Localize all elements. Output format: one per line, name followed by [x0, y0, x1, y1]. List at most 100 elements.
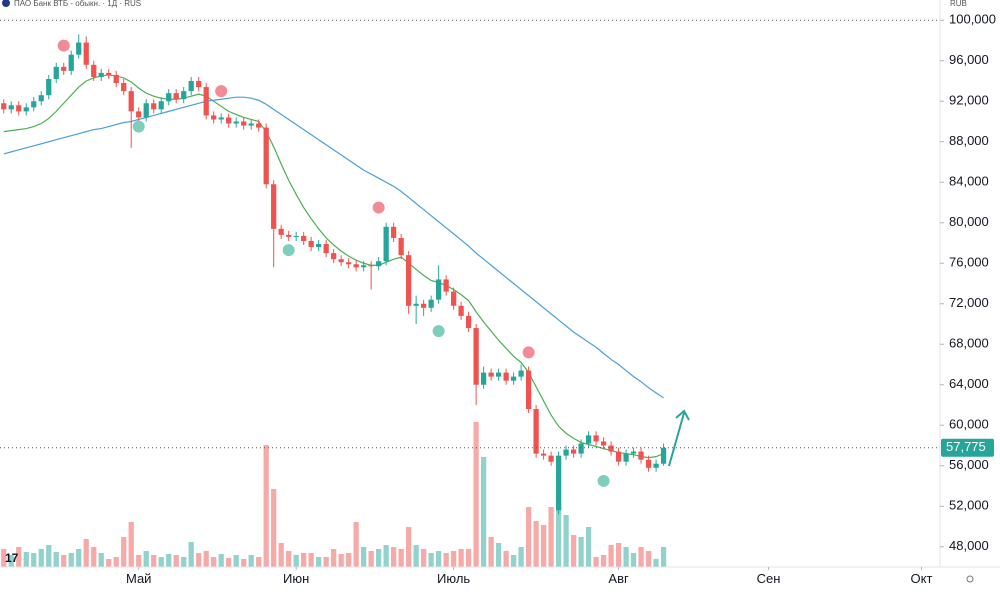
candle-body — [151, 103, 157, 110]
volume-bar — [91, 547, 97, 567]
volume-bar — [46, 545, 52, 567]
volume-bar — [151, 555, 157, 567]
y-tick-label: 92,000 — [949, 93, 989, 108]
volume-bar — [121, 537, 127, 567]
price-label-box — [941, 438, 994, 457]
candle-body — [548, 455, 554, 462]
volume-bar — [615, 543, 622, 567]
volume-bar — [660, 547, 667, 567]
volume-bar — [113, 557, 119, 567]
candle-body — [98, 72, 104, 77]
candle-body — [376, 261, 382, 267]
volume-bar — [368, 551, 374, 567]
y-tick-label: 84,000 — [949, 174, 989, 189]
candle-body — [406, 255, 412, 306]
candle-body — [495, 372, 502, 377]
volume-bar — [278, 543, 284, 567]
y-tick-label: 72,000 — [949, 295, 989, 310]
volume-bar — [406, 527, 412, 567]
price-label: 57,775 — [946, 439, 986, 454]
x-tick-label: Июль — [437, 571, 470, 586]
volume-bar — [143, 551, 149, 567]
candle-body — [293, 235, 299, 237]
candle-body — [166, 93, 172, 102]
volume-bar — [16, 547, 22, 567]
candle-body — [451, 291, 457, 306]
candle-body — [488, 372, 494, 377]
symbol-logo — [2, 0, 10, 7]
y-tick-label: 64,000 — [949, 376, 989, 391]
candle-body — [585, 435, 592, 444]
tv-logo[interactable]: 17 — [5, 551, 19, 565]
symbol-title: ПАО Банк ВТБ - обыкн. · 1Д · RUS — [14, 0, 141, 8]
volume-bar — [218, 554, 224, 567]
volume-bar — [436, 551, 442, 567]
candle-body — [630, 451, 637, 454]
x-tick-label: Сен — [757, 571, 781, 586]
volume-bar — [203, 551, 209, 567]
candle-body — [660, 447, 667, 464]
candle-body — [338, 259, 344, 263]
candle-body — [23, 107, 29, 112]
volume-bar — [473, 422, 479, 567]
volume-bar — [623, 547, 629, 567]
candle-body — [443, 279, 449, 292]
volume-bar — [226, 558, 232, 567]
volume-bar — [458, 549, 464, 567]
candle-body — [353, 264, 359, 268]
candle-body — [248, 123, 254, 126]
y-tick-label: 48,000 — [949, 538, 989, 553]
candle-body — [503, 372, 509, 381]
volume-bar — [346, 553, 352, 567]
candle-body — [16, 105, 22, 112]
volume-bar — [31, 553, 37, 567]
volume-bar — [316, 557, 322, 567]
volume-bar — [510, 555, 517, 567]
candle-body — [383, 226, 389, 262]
settings-button[interactable] — [966, 575, 974, 583]
volume-bar — [301, 553, 307, 567]
candle-body — [271, 184, 277, 229]
candle-body — [638, 451, 644, 460]
candle-body — [563, 449, 569, 456]
signal-marker — [282, 244, 295, 257]
volume-bar — [353, 522, 359, 567]
candle-body — [623, 453, 629, 462]
drawn-arrow — [668, 409, 690, 467]
volume-bar — [188, 542, 194, 567]
plot-area — [0, 19, 940, 567]
candle-body — [136, 111, 142, 118]
currency: RUB — [950, 0, 967, 8]
volume-bar — [76, 549, 82, 567]
candle-body — [555, 455, 562, 511]
candle-body — [533, 409, 539, 454]
volume-bar — [323, 557, 329, 567]
candle-body — [368, 265, 374, 267]
volume-bar — [128, 522, 134, 567]
y-tick-label: 56,000 — [949, 457, 989, 472]
volume-bar — [166, 554, 172, 567]
volume-bar — [630, 553, 637, 567]
candle-body — [8, 105, 14, 110]
candle-body — [241, 121, 247, 126]
candle-body — [301, 235, 307, 241]
candle-body — [91, 64, 97, 77]
y-tick-label: 76,000 — [949, 255, 989, 270]
x-tick-label: Окт — [911, 571, 933, 586]
volume-bar — [8, 555, 14, 567]
candle-body — [331, 253, 337, 260]
volume-bar — [53, 552, 59, 567]
volume-bar — [391, 547, 397, 567]
candle-body — [68, 54, 74, 71]
candle-body — [38, 95, 44, 102]
candle-body — [233, 121, 239, 124]
volume-bar — [525, 507, 532, 567]
volume-bar — [376, 549, 382, 567]
volume-bar — [421, 549, 427, 567]
candle-body — [361, 265, 367, 268]
candle-body — [196, 81, 202, 88]
volume-bar — [413, 545, 419, 567]
volume-bar — [256, 557, 262, 567]
